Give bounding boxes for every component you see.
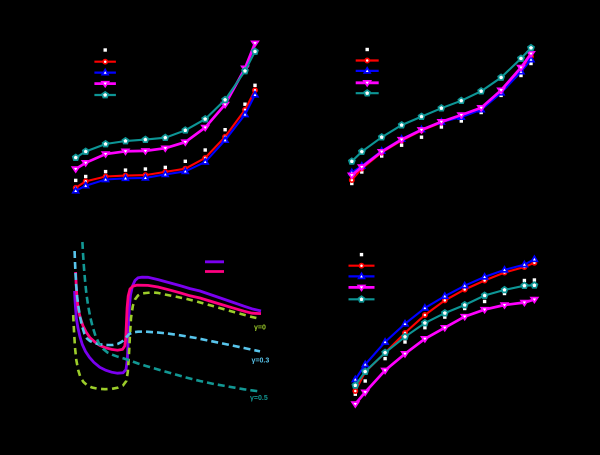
svg-text:γ=0.3: γ=0.3 xyxy=(252,358,270,365)
svg-text:γ=0: γ=0 xyxy=(254,325,266,332)
svg-text:γ=0.5: γ=0.5 xyxy=(250,395,268,402)
